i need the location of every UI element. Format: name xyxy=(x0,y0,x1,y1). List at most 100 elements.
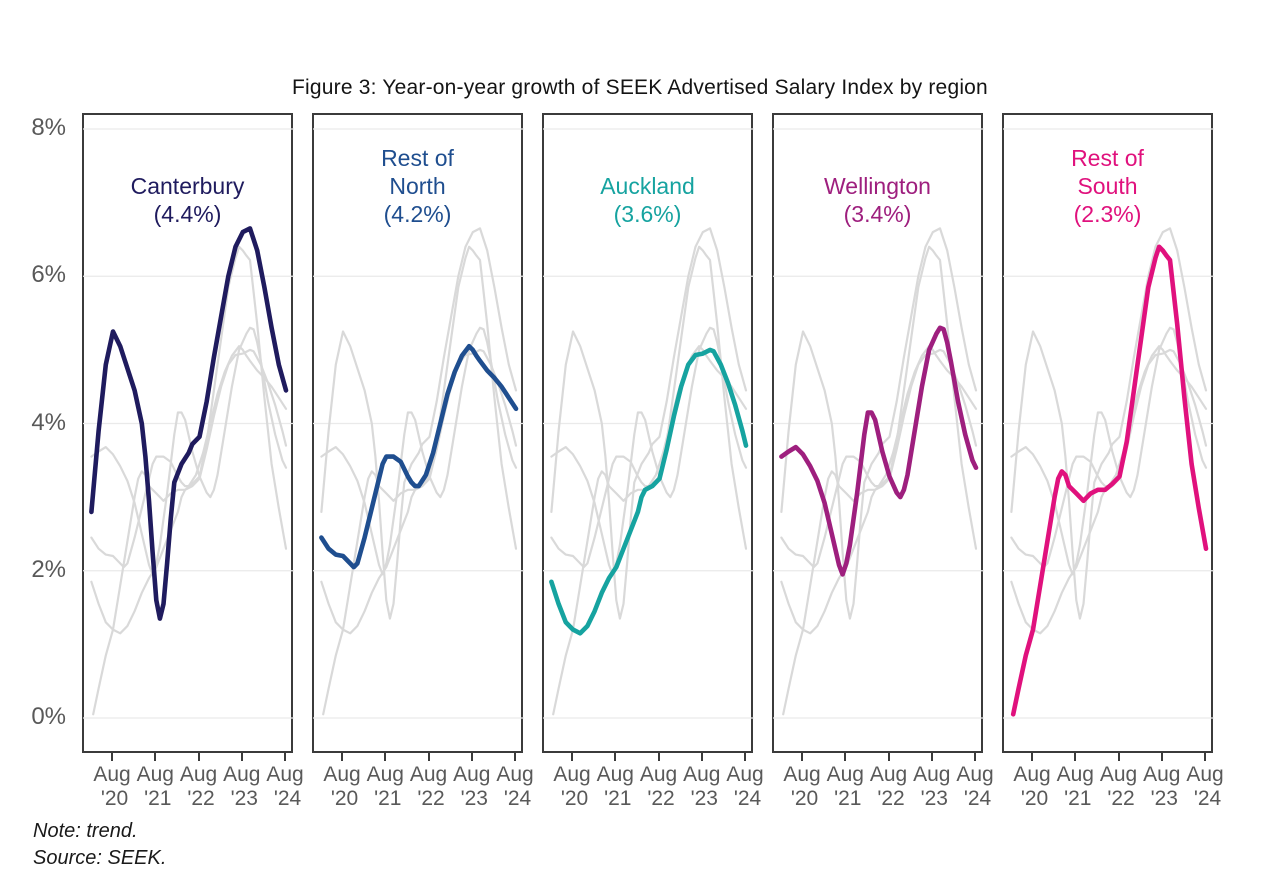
x-tick-year-label: '24 xyxy=(273,787,302,810)
x-tick-month-label: Aug xyxy=(913,763,951,786)
x-tick: Aug '21 xyxy=(129,753,181,811)
background-line-rest_of_north xyxy=(1010,345,1208,569)
tick-mark xyxy=(1031,753,1033,761)
x-tick-month-label: Aug xyxy=(266,763,304,786)
background-line-wellington xyxy=(90,326,288,576)
panel-canterbury: Canterbury (4.4%) Aug '20 Aug '21 Aug '22 Aug '2… xyxy=(82,113,304,825)
x-tick: Aug '24 xyxy=(719,753,771,811)
x-tick: Aug '24 xyxy=(949,753,1001,811)
x-tick-year-label: '23 xyxy=(230,787,258,810)
x-tick-month-label: Aug xyxy=(366,763,404,786)
x-tick: Aug '21 xyxy=(1049,753,1101,811)
x-tick: Aug '20 xyxy=(86,753,138,811)
tick-mark xyxy=(1117,753,1120,761)
x-tick: Aug '21 xyxy=(819,753,871,811)
x-tick: Aug '21 xyxy=(589,753,641,811)
x-tick: Aug '22 xyxy=(403,753,455,811)
panel-plot-canterbury: Canterbury (4.4%) xyxy=(82,113,294,753)
background-line-rest_of_north xyxy=(550,345,748,569)
panel-svg-auckland xyxy=(543,128,754,719)
x-tick-year-label: '23 xyxy=(690,787,718,810)
x-tick-month-label: Aug xyxy=(323,763,361,786)
x-tick-month-label: Aug xyxy=(453,763,491,786)
tick-mark xyxy=(700,753,703,761)
panel-auckland: Auckland (3.6%) Aug '20 Aug '21 Aug '22 Aug '23 A… xyxy=(542,113,764,825)
tick-mark xyxy=(240,753,243,761)
x-tick-month-label: Aug xyxy=(826,763,864,786)
x-tick-year-label: '21 xyxy=(374,787,402,810)
panel-plot-wellington: Wellington (3.4%) xyxy=(772,113,984,753)
x-tick: Aug '20 xyxy=(316,753,368,811)
x-tick-year-label: '23 xyxy=(920,787,948,810)
figure-note: Note: trend. xyxy=(33,820,138,842)
x-tick-month-label: Aug xyxy=(1099,763,1138,786)
x-tick-year-label: '24 xyxy=(733,787,762,810)
panel-rest-of-south: Rest of South (2.3%) Aug '20 Aug '21 Aug '22 Aug… xyxy=(1002,113,1224,825)
background-line-auckland xyxy=(90,348,288,635)
x-axis-wellington: Aug '20 Aug '21 Aug '22 Aug '23 Aug '24 xyxy=(772,753,994,825)
tick-mark xyxy=(974,753,976,761)
tick-mark xyxy=(514,753,516,761)
x-tick-year-label: '22 xyxy=(1107,787,1135,810)
tick-mark xyxy=(470,753,473,761)
x-tick-month-label: Aug xyxy=(179,763,218,786)
background-line-rest_of_south xyxy=(782,245,978,716)
x-tick: Aug '24 xyxy=(489,753,541,811)
panel-rest-of-north: Rest of North (4.2%) Aug '20 Aug '21 Aug '22 Aug… xyxy=(312,113,534,825)
x-tick-year-label: '24 xyxy=(963,787,992,810)
x-tick: Aug '22 xyxy=(633,753,685,811)
x-tick: Aug '22 xyxy=(1093,753,1145,811)
x-tick: Aug '24 xyxy=(1179,753,1231,811)
y-tick-label: 2% xyxy=(31,555,66,583)
tick-mark xyxy=(384,753,387,761)
background-line-wellington xyxy=(320,326,518,576)
panel-plot-auckland: Auckland (3.6%) xyxy=(542,113,754,753)
y-tick-label: 8% xyxy=(31,114,66,141)
x-tick: Aug '22 xyxy=(863,753,915,811)
tick-mark xyxy=(111,753,113,761)
x-tick-month-label: Aug xyxy=(1186,763,1224,786)
panel-plot-rest-of-south: Rest of South (2.3%) xyxy=(1002,113,1214,753)
background-line-auckland xyxy=(780,348,978,635)
x-tick-month-label: Aug xyxy=(93,763,131,786)
figure-source: Source: SEEK. xyxy=(33,847,167,869)
x-tick-month-label: Aug xyxy=(683,763,721,786)
tick-mark xyxy=(930,753,933,761)
highlight-line-rest_of_north xyxy=(319,343,519,570)
x-tick: Aug '23 xyxy=(216,753,268,811)
highlight-line-auckland xyxy=(549,347,749,636)
panel-svg-rest-of-north xyxy=(313,128,524,719)
background-line-canterbury xyxy=(550,227,748,620)
panel-svg-rest-of-south xyxy=(1003,128,1214,719)
figure-title: Figure 3: Year-on-year growth of SEEK Ad… xyxy=(292,76,988,99)
tick-mark xyxy=(341,753,343,761)
x-tick-year-label: '20 xyxy=(100,787,129,810)
tick-mark xyxy=(284,753,286,761)
x-tick-year-label: '20 xyxy=(790,787,819,810)
panel-svg-wellington xyxy=(773,128,984,719)
tick-mark xyxy=(844,753,847,761)
tick-mark xyxy=(801,753,803,761)
tick-mark xyxy=(571,753,573,761)
x-axis-canterbury: Aug '20 Aug '21 Aug '22 Aug '23 Aug '24 xyxy=(82,753,304,825)
x-tick: Aug '20 xyxy=(546,753,598,811)
tick-mark xyxy=(614,753,617,761)
y-tick-label: 6% xyxy=(31,261,66,289)
x-tick-year-label: '22 xyxy=(187,787,215,810)
panel-wellington: Wellington (3.4%) Aug '20 Aug '21 Aug '22 Aug '2… xyxy=(772,113,994,825)
x-tick: Aug '23 xyxy=(906,753,958,811)
highlight-line-rest_of_south xyxy=(1010,244,1209,717)
tick-mark xyxy=(427,753,430,761)
background-line-wellington xyxy=(550,326,748,576)
x-tick: Aug '23 xyxy=(446,753,498,811)
x-tick-month-label: Aug xyxy=(956,763,994,786)
x-tick-year-label: '20 xyxy=(1020,787,1049,810)
x-tick-month-label: Aug xyxy=(726,763,764,786)
tick-mark xyxy=(657,753,660,761)
y-tick-label: 0% xyxy=(31,703,66,730)
x-tick-year-label: '20 xyxy=(560,787,589,810)
x-tick-year-label: '21 xyxy=(144,787,172,810)
x-tick-month-label: Aug xyxy=(553,763,591,786)
x-tick-month-label: Aug xyxy=(1143,763,1181,786)
x-tick-year-label: '23 xyxy=(1150,787,1178,810)
